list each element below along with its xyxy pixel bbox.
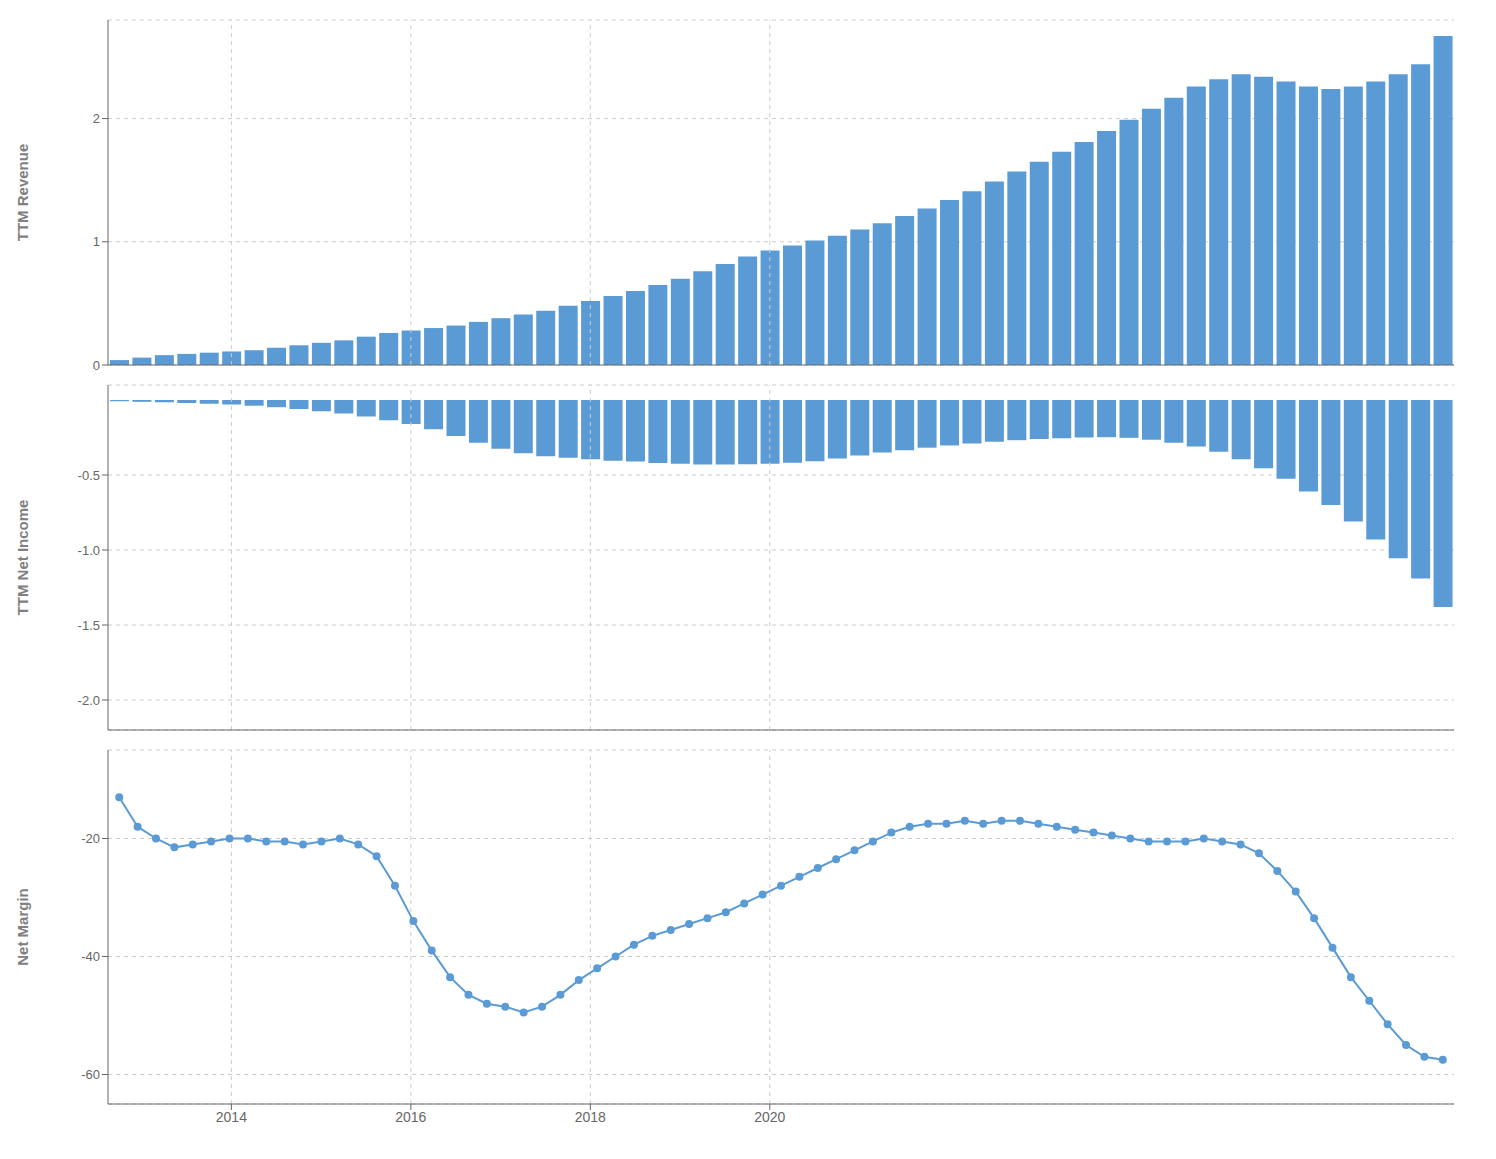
- svg-text:-60: -60: [81, 1067, 100, 1082]
- svg-text:TTM Revenue: TTM Revenue: [14, 144, 31, 242]
- svg-text:-2.0: -2.0: [78, 693, 100, 708]
- svg-text:2018: 2018: [575, 1109, 606, 1125]
- svg-text:2020: 2020: [754, 1109, 785, 1125]
- svg-text:-1.0: -1.0: [78, 543, 100, 558]
- svg-text:-1.5: -1.5: [78, 618, 100, 633]
- svg-text:-40: -40: [81, 949, 100, 964]
- svg-text:TTM Net Income: TTM Net Income: [14, 500, 31, 616]
- svg-text:0: 0: [93, 358, 100, 373]
- svg-text:1: 1: [93, 234, 100, 249]
- svg-text:2: 2: [93, 111, 100, 126]
- svg-text:2014: 2014: [216, 1109, 247, 1125]
- svg-text:Net Margin: Net Margin: [14, 888, 31, 966]
- svg-text:-20: -20: [81, 831, 100, 846]
- svg-text:-0.5: -0.5: [78, 468, 100, 483]
- svg-text:2016: 2016: [395, 1109, 426, 1125]
